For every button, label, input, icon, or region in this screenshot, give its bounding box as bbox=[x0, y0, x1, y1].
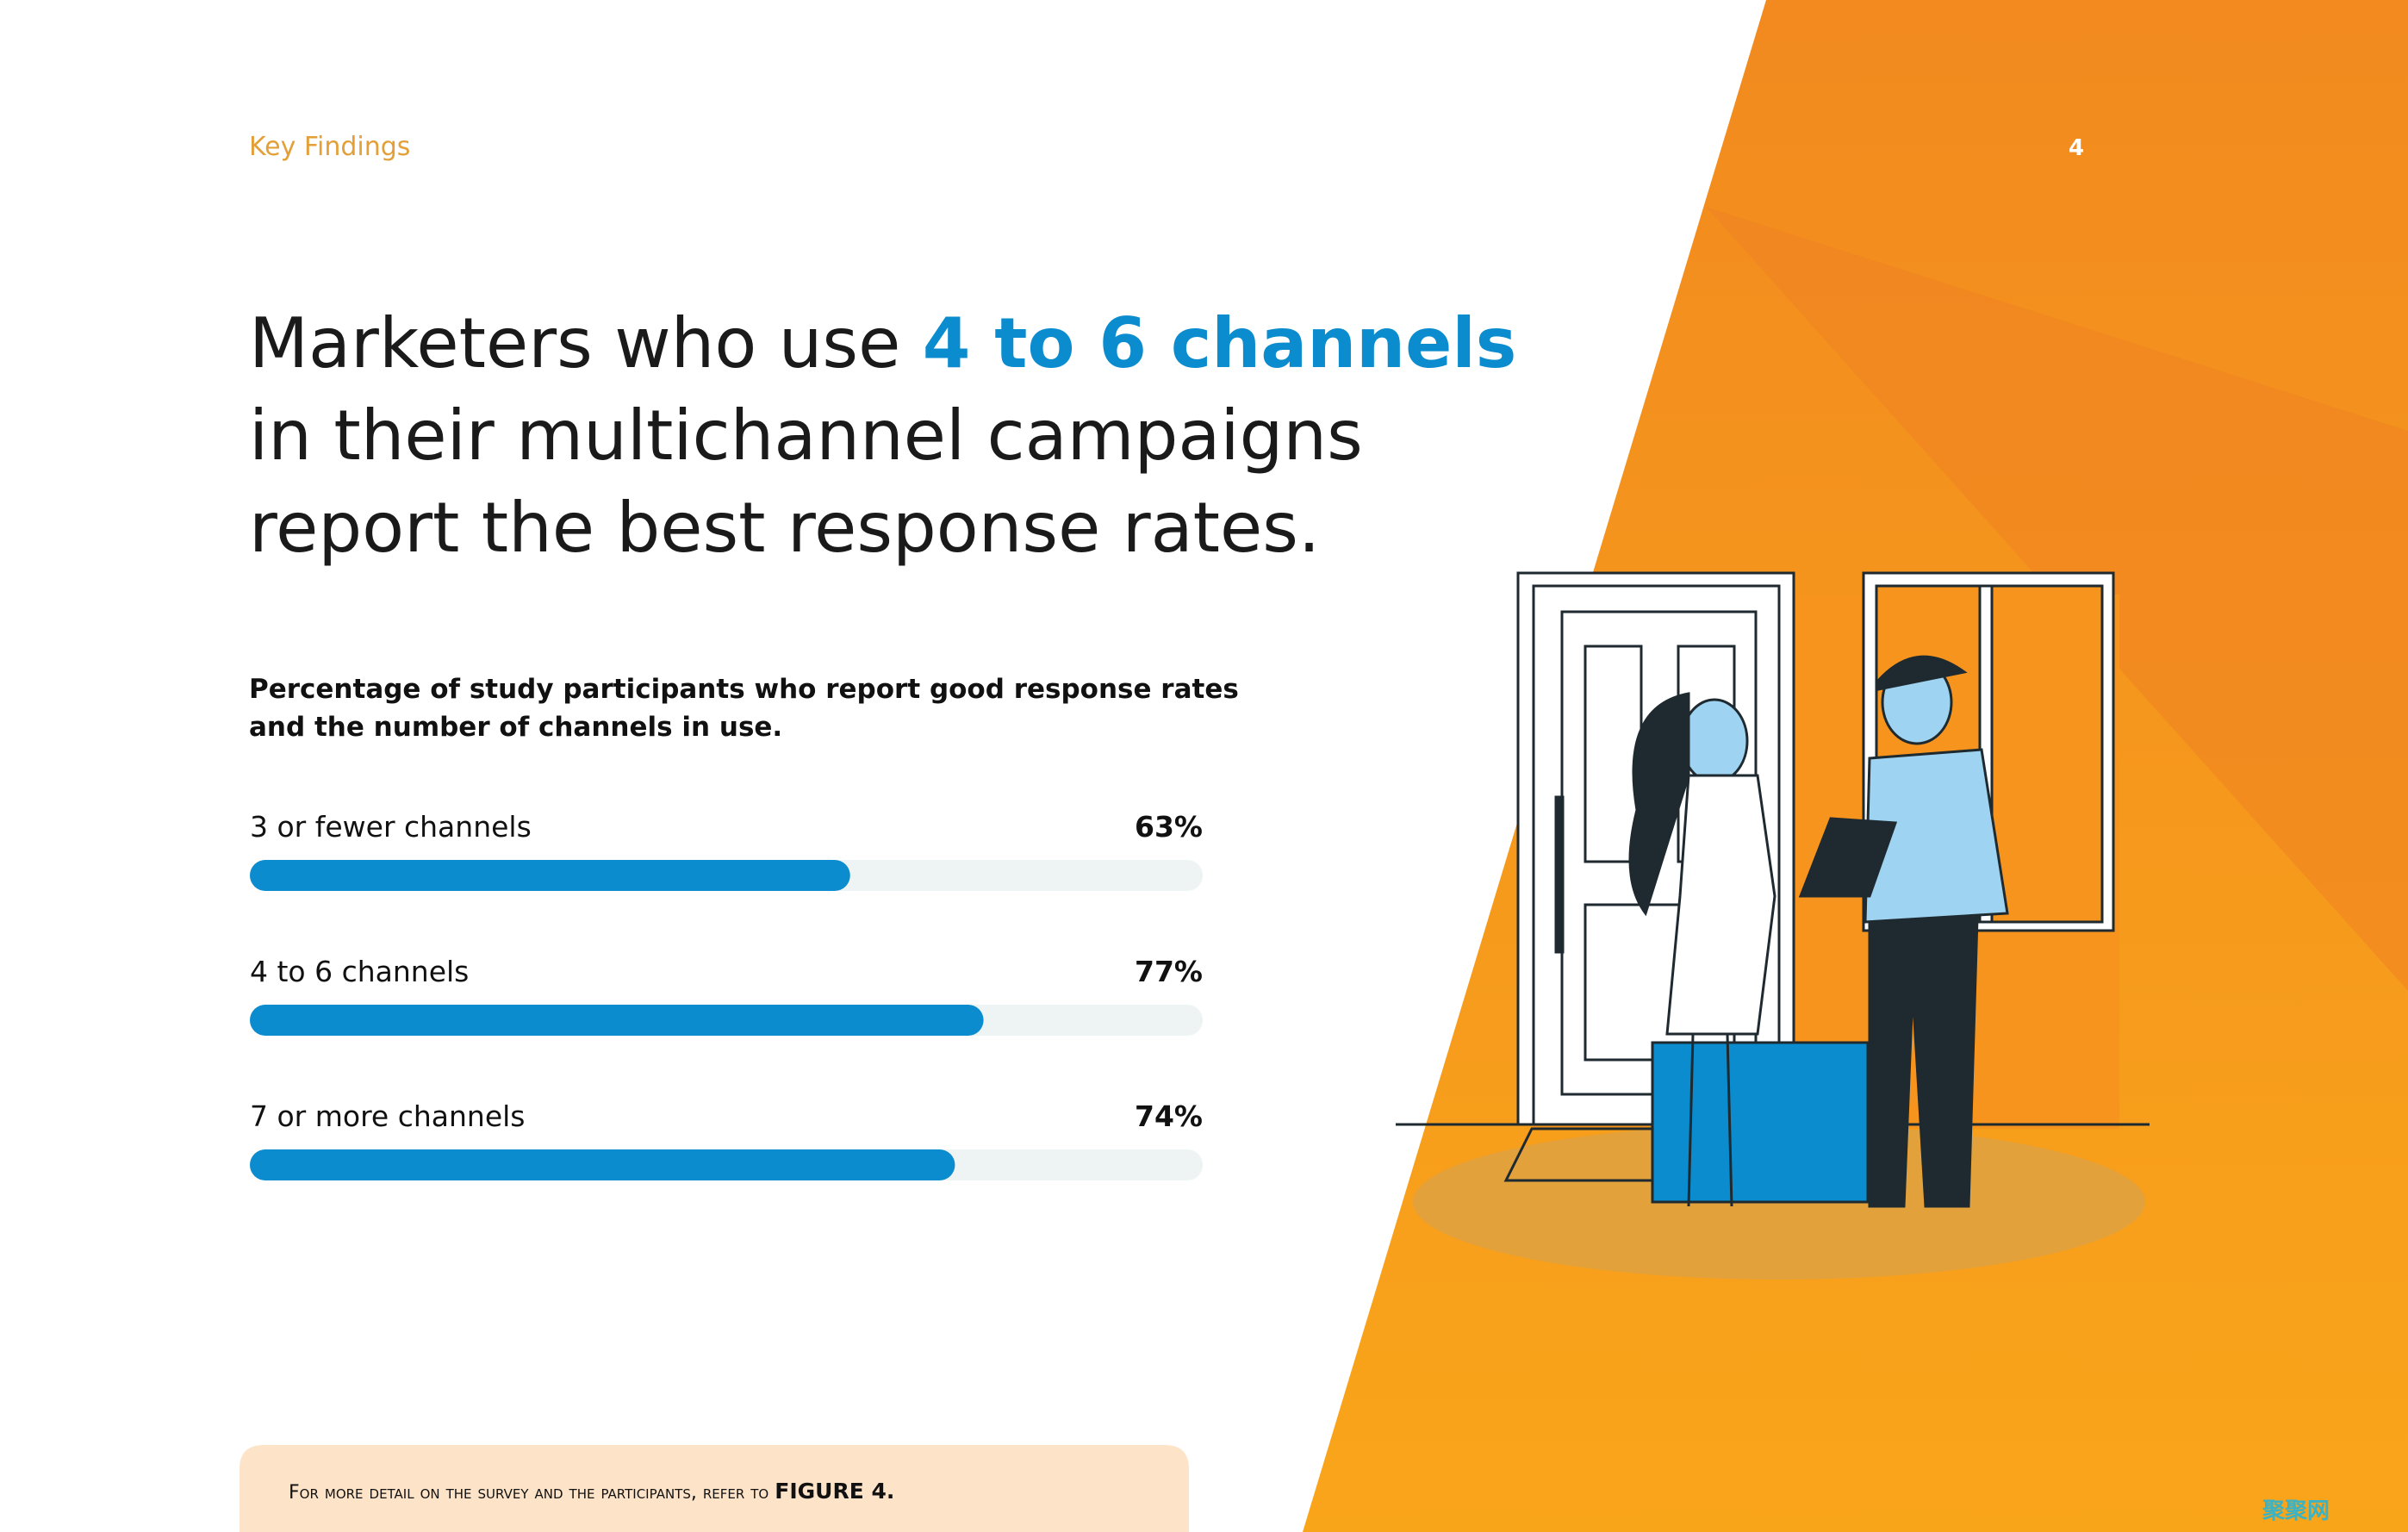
value-label: 77% bbox=[1135, 955, 1203, 988]
chart-title: Percentage of study participants who rep… bbox=[249, 674, 1239, 743]
headline-text: Marketers who use bbox=[249, 303, 900, 383]
headline-line: in their multichannel campaigns bbox=[249, 395, 1363, 476]
headline: Marketers who use 4 to 6 channels bbox=[249, 303, 1516, 383]
headline-line: report the best response rates. bbox=[249, 488, 1320, 568]
headline-highlight: 4 to 6 channels bbox=[923, 303, 1517, 383]
bar bbox=[250, 1005, 984, 1036]
bar-label: 4 to 6 channels bbox=[250, 955, 469, 988]
chart-title-box: Percentage of study participants who rep… bbox=[249, 674, 1239, 743]
chart: 3 or fewer channels 63% 4 to 6 channels 77%… bbox=[250, 810, 1203, 1180]
illustration bbox=[1396, 571, 2150, 1280]
footer-reference: FIGURE 4. bbox=[775, 1479, 894, 1504]
bar bbox=[250, 860, 850, 891]
footer-note: For more detail on the survey and the pa… bbox=[289, 1479, 894, 1504]
value-label: 63% bbox=[1135, 810, 1203, 844]
bar-label: 3 or fewer channels bbox=[250, 810, 532, 844]
bar bbox=[250, 1149, 955, 1180]
watermark: 聚聚网 bbox=[2262, 1498, 2330, 1524]
section-label: Key Findings bbox=[249, 132, 410, 162]
bar-label: 7 or more channels bbox=[250, 1099, 525, 1133]
value-label: 74% bbox=[1135, 1099, 1203, 1133]
page-number: 4 bbox=[2069, 135, 2084, 161]
footer-text: For more detail on the survey and the pa… bbox=[289, 1482, 768, 1504]
footer-box bbox=[240, 1445, 1189, 1532]
